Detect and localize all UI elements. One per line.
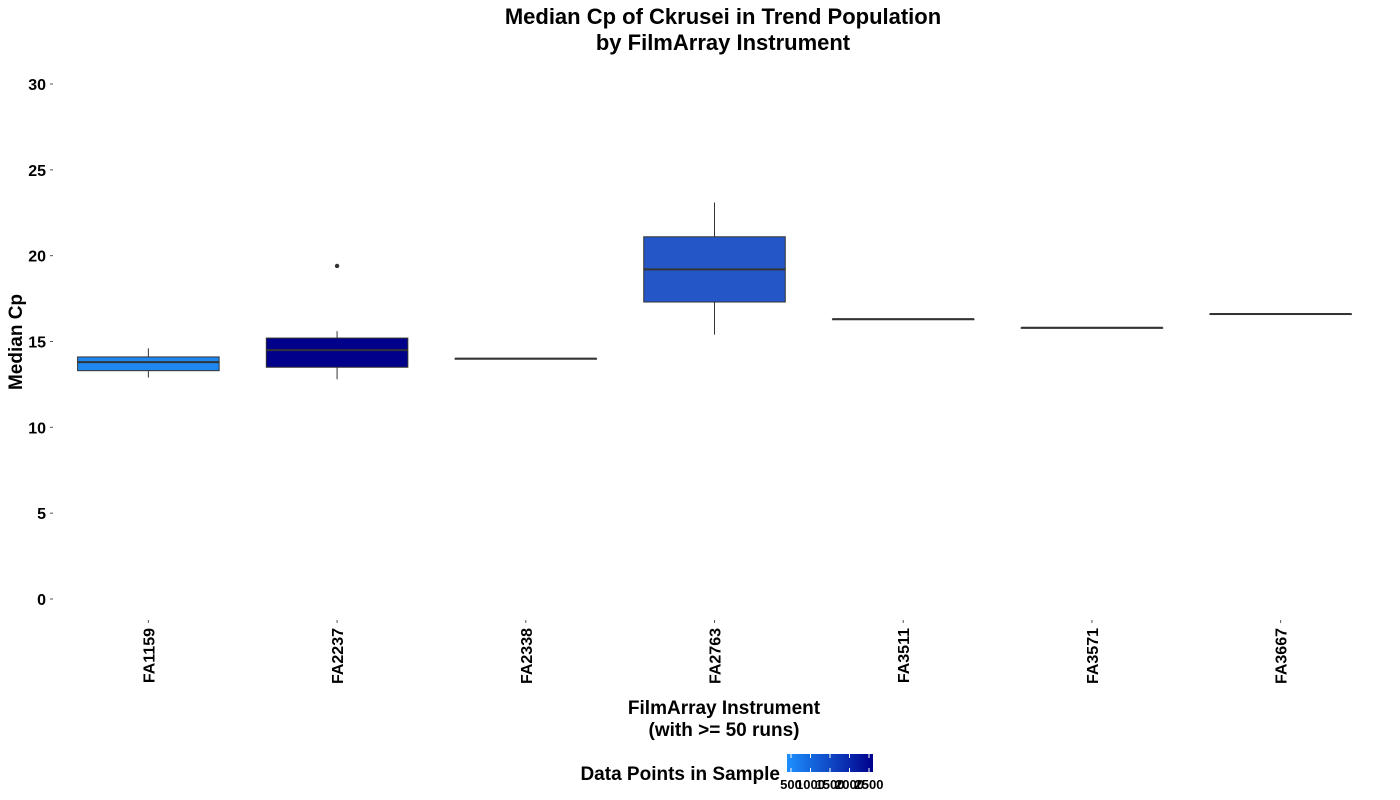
legend-tick-label: 2000 [835,777,864,792]
box-body [265,337,409,368]
y-axis: 0 5 10 15 20 25 30 [28,77,53,609]
x-tick-label: FA3571 [1085,628,1102,684]
x-axis-subtitle: (with >= 50 runs) [649,720,800,741]
legend-title: Data Points in Sample [580,764,780,785]
box-fa3511 [831,318,975,321]
plot-area [77,202,1352,380]
legend-tick-label: 2500 [855,777,884,792]
x-axis-title: FilmArray Instrument [628,698,821,719]
legend-colorbar [787,754,873,772]
legend-tick-label: 1500 [816,777,845,792]
x-tick-label: FA2338 [519,628,536,684]
box-fa1159 [77,348,220,378]
box-fa2338 [454,357,598,360]
x-axis: FA1159 FA2237 FA2338 FA2763 FA3511 FA3571 FA36… [141,620,1291,684]
y-tick-label: 5 [37,506,46,523]
box-body [77,356,220,372]
box-fa3667 [1209,313,1352,316]
y-tick-label: 10 [28,420,46,437]
x-tick-label: FA3667 [1274,628,1291,684]
box-fa2763 [643,202,786,335]
y-tick-label: 0 [37,592,46,609]
legend-tick-label: 1000 [796,777,825,792]
y-tick-label: 15 [28,335,46,352]
y-tick-label: 30 [28,77,46,94]
y-tick-label: 25 [28,163,46,180]
box-fa3571 [1020,326,1164,329]
x-tick-label: FA2763 [708,628,725,684]
y-axis-title: Median Cp [6,294,27,390]
x-tick-label: FA3511 [896,628,913,683]
chart-title: Median Cp of Ckrusei in Trend Population [505,4,941,29]
outlier-point [334,263,340,269]
x-tick-label: FA2237 [330,628,347,684]
legend: Data Points in Sample 500100015002000250… [580,754,883,792]
x-tick-label: FA1159 [141,628,158,683]
box-fa2237 [265,263,409,380]
legend-tick-label: 500 [780,777,802,792]
y-tick-label: 20 [28,249,46,266]
chart-subtitle: by FilmArray Instrument [596,30,851,55]
